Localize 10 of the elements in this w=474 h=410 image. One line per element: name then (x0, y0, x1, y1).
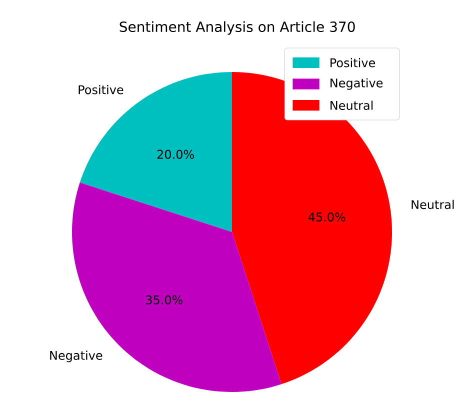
data-label: 35.0% (146, 295, 183, 304)
slice-label: Negative (50, 350, 102, 362)
chart-title: Sentiment Analysis on Article 370 (120, 21, 355, 35)
legend-label: Negative (330, 78, 383, 90)
legend-label: Positive (330, 58, 376, 68)
data-label: 20.0% (157, 150, 194, 159)
slice-label: Neutral (412, 200, 454, 210)
data-label: 45.0% (308, 212, 346, 222)
slice-label: Positive (78, 84, 124, 94)
legend-label: Neutral (330, 100, 373, 110)
